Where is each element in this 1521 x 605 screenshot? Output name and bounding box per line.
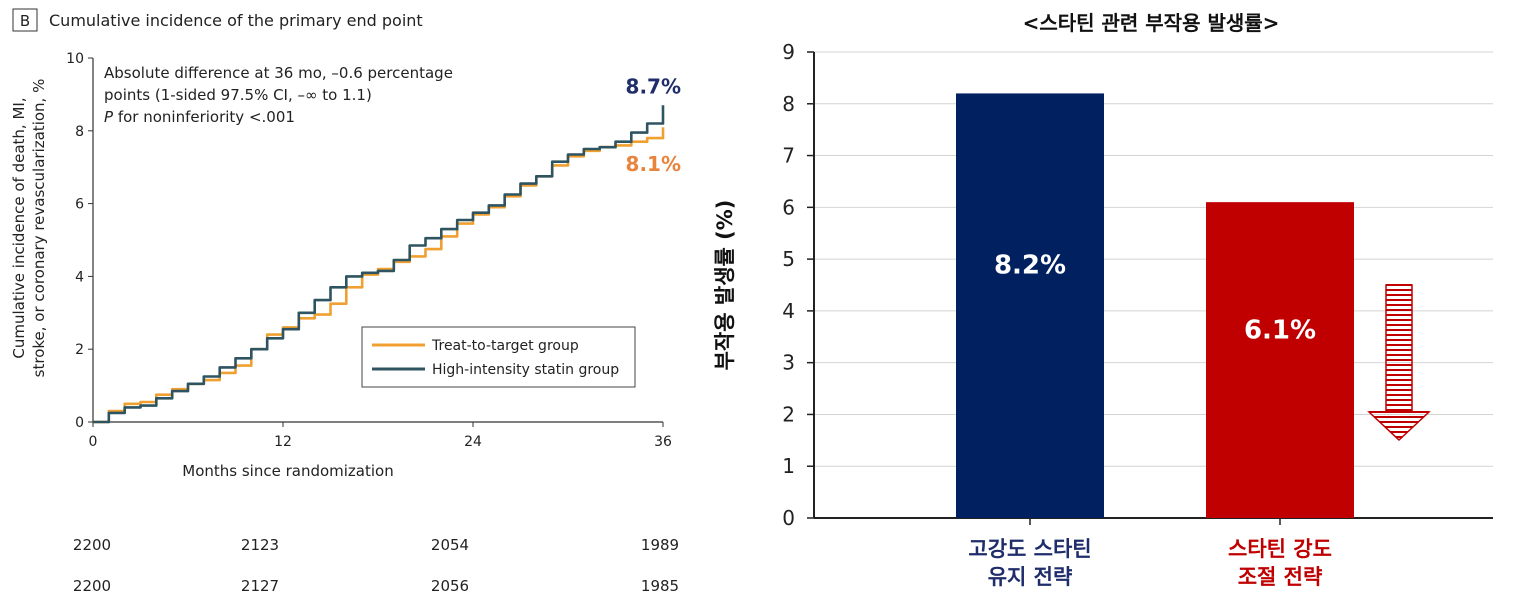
at-risk-count: 2056: [431, 577, 469, 595]
y-axis-label: 부작용 발생률 (%): [713, 200, 737, 371]
x-category-label: 고강도 스타틴: [968, 537, 1091, 561]
y-tick-label: 0: [782, 506, 795, 530]
y-tick-label: 9: [782, 40, 795, 64]
y-tick-label: 2: [75, 342, 84, 358]
down-arrow-icon: [1367, 284, 1431, 442]
series-line-high-intensity: [93, 105, 665, 424]
y-tick-label: 4: [782, 299, 795, 323]
y-tick-label: 6: [75, 197, 84, 213]
legend-label: Treat-to-target group: [431, 338, 579, 354]
right-chart-statin-side-effects: <스타틴 관련 부작용 발생률> 0 1 2 3 4 5 6 7 8 9 부작용 발생률 (%) 8.2…: [713, 11, 1493, 589]
y-tick-label: 6: [782, 195, 795, 219]
y-tick-label: 0: [75, 415, 84, 431]
legend-box: [361, 326, 636, 388]
x-category-label: 조절 전략: [1238, 565, 1323, 589]
y-axis-label-line: stroke, or coronary revascularization, %: [30, 79, 48, 378]
at-risk-count: 2123: [241, 536, 279, 554]
bar-value-label: 8.2%: [994, 250, 1066, 280]
annotation-p-rest: for noninferiority <.001: [113, 108, 295, 126]
annotation-p-italic: P: [104, 108, 114, 126]
at-risk-count: 2127: [241, 577, 279, 595]
y-tick-label: 8: [75, 124, 84, 140]
bar: [1206, 202, 1354, 518]
x-axis-label: Months since randomization: [182, 462, 393, 480]
x-tick-label: 36: [654, 434, 672, 450]
annotation-line: points (1-sided 97.5% CI, –∞ to 1.1): [104, 86, 372, 104]
annotation-line: Absolute difference at 36 mo, –0.6 perce…: [104, 64, 453, 82]
y-tick-label: 10: [66, 51, 84, 67]
annotation-p-value: P for noninferiority <.001: [104, 108, 295, 126]
arrow-head-outline: [1367, 411, 1431, 442]
at-risk-count: 2200: [73, 536, 111, 554]
end-label-high-intensity: 8.7%: [626, 74, 681, 98]
y-tick-label: 7: [782, 144, 795, 168]
y-tick-label: 2: [782, 402, 795, 426]
y-tick-label: 5: [782, 247, 795, 271]
y-tick-label: 8: [782, 92, 795, 116]
legend: Treat-to-target group High-intensity stat…: [361, 326, 636, 388]
end-label-treat-to-target: 8.1%: [626, 152, 681, 176]
at-risk-count: 2054: [431, 536, 469, 554]
at-risk-count: 1985: [641, 577, 679, 595]
x-tick-label: 24: [464, 434, 482, 450]
x-tick-label: 0: [89, 434, 98, 450]
bar-value-label: 6.1%: [1244, 315, 1316, 345]
y-axis-label-line: Cumulative incidence of death, MI,: [10, 97, 28, 358]
y-tick-label: 4: [75, 269, 84, 285]
y-tick-label: 1: [782, 454, 795, 478]
x-category-label: 유지 전략: [988, 565, 1073, 589]
bar: [956, 93, 1104, 518]
at-risk-count: 2200: [73, 577, 111, 595]
x-category-label: 스타틴 강도: [1228, 537, 1332, 561]
panel-label: B: [20, 12, 30, 30]
chart-title: Cumulative incidence of the primary end …: [49, 11, 423, 30]
panel-label-box: [12, 8, 38, 32]
at-risk-count: 1989: [641, 536, 679, 554]
chart-title: <스타틴 관련 부작용 발생률>: [1023, 11, 1280, 35]
y-tick-label: 3: [782, 351, 795, 375]
left-chart-cumulative-incidence: B Cumulative incidence of the primary end…: [10, 8, 681, 595]
y-axis-label: Cumulative incidence of death, MI, stroke…: [10, 79, 48, 378]
legend-label: High-intensity statin group: [432, 362, 619, 378]
x-tick-label: 12: [274, 434, 292, 450]
